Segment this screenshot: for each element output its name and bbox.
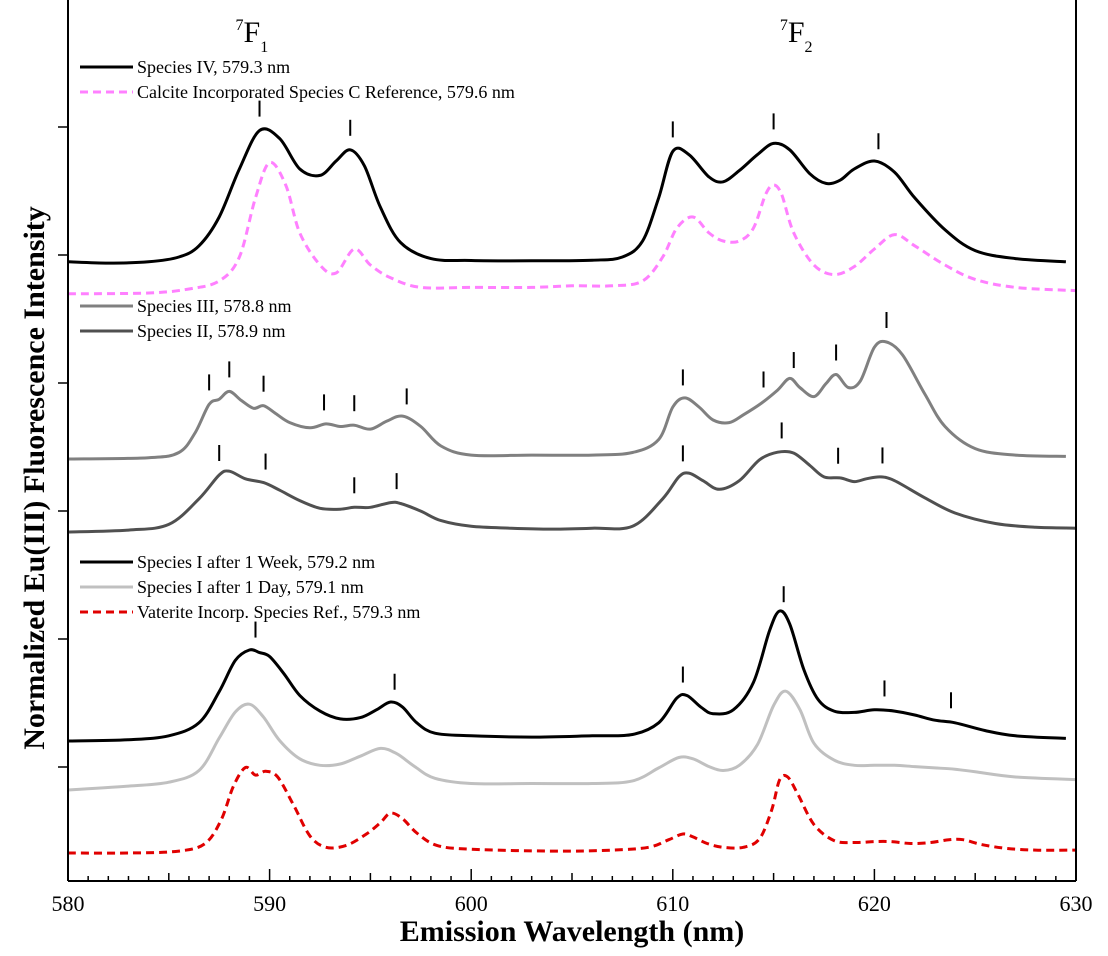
series-line bbox=[67, 765, 1077, 855]
series-line bbox=[67, 449, 1077, 534]
legends: Species IV, 579.3 nm Calcite Incorporated… bbox=[80, 57, 515, 622]
x-tick-label: 620 bbox=[858, 891, 891, 916]
band-label-main: F bbox=[244, 16, 261, 49]
series-line bbox=[67, 609, 1066, 743]
series-line bbox=[67, 127, 1066, 265]
band-label: 7F1 bbox=[236, 16, 269, 56]
legend-label: Vaterite Incorp. Species Ref., 579.3 nm bbox=[137, 602, 420, 622]
band-label: 7F2 bbox=[780, 16, 813, 56]
axes: 580 590 600 610 620 630 bbox=[52, 0, 1093, 916]
x-tick-label: 590 bbox=[253, 891, 286, 916]
band-label-superscript: 7 bbox=[236, 17, 244, 34]
legend-label: Species II, 578.9 nm bbox=[137, 321, 285, 341]
y-axis-title: Normalized Eu(III) Fluorescence Intensit… bbox=[18, 206, 51, 750]
legend-label: Species I after 1 Day, 579.1 nm bbox=[137, 577, 364, 597]
x-tick-label: 580 bbox=[52, 891, 85, 916]
legend-label: Species III, 578.8 nm bbox=[137, 296, 291, 316]
legend-label: Calcite Incorporated Species C Reference… bbox=[137, 82, 515, 102]
x-axis-title: Emission Wavelength (nm) bbox=[400, 915, 745, 948]
band-label-subscript: 2 bbox=[805, 39, 813, 56]
band-label-subscript: 1 bbox=[260, 39, 268, 56]
band-label-superscript: 7 bbox=[780, 17, 788, 34]
series-line bbox=[67, 339, 1066, 461]
peak-markers bbox=[208, 100, 953, 709]
legend-label: Species IV, 579.3 nm bbox=[137, 57, 290, 77]
x-tick-label: 630 bbox=[1060, 891, 1093, 916]
band-label-main: F bbox=[788, 16, 805, 49]
x-tick-label: 610 bbox=[656, 891, 689, 916]
x-tick-label: 600 bbox=[455, 891, 488, 916]
series-line bbox=[67, 160, 1077, 296]
series-layer bbox=[67, 127, 1077, 855]
series-line bbox=[67, 689, 1077, 792]
legend-label: Species I after 1 Week, 579.2 nm bbox=[137, 552, 375, 572]
